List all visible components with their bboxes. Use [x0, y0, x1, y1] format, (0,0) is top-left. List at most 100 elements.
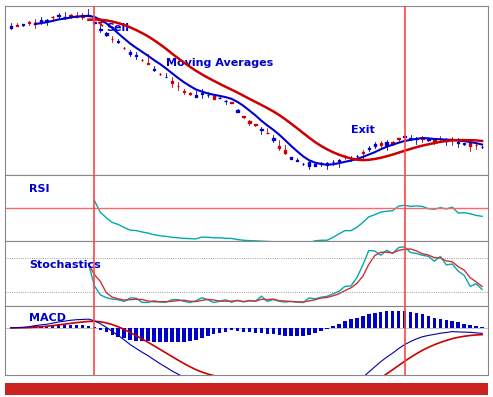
- Bar: [200, 328, 204, 337]
- Bar: [308, 162, 310, 166]
- Bar: [289, 328, 293, 336]
- Bar: [349, 320, 352, 328]
- Bar: [361, 316, 365, 328]
- Bar: [439, 319, 442, 328]
- Bar: [93, 22, 96, 23]
- Bar: [243, 116, 245, 118]
- Bar: [391, 143, 394, 144]
- Bar: [320, 163, 322, 164]
- Bar: [295, 328, 299, 336]
- Bar: [326, 164, 328, 165]
- Bar: [480, 327, 484, 328]
- Bar: [218, 328, 221, 333]
- Bar: [367, 314, 371, 328]
- Bar: [284, 150, 286, 153]
- Bar: [391, 311, 394, 328]
- Bar: [33, 326, 36, 328]
- Text: Exit: Exit: [351, 125, 375, 135]
- Text: Moving Averages: Moving Averages: [166, 58, 273, 68]
- Bar: [397, 311, 400, 328]
- Bar: [146, 328, 150, 341]
- Bar: [445, 140, 448, 141]
- Bar: [188, 328, 192, 341]
- Bar: [272, 328, 275, 334]
- Bar: [81, 15, 84, 17]
- Bar: [409, 312, 412, 328]
- Bar: [403, 311, 406, 328]
- Text: MACD: MACD: [29, 313, 66, 323]
- Bar: [272, 138, 275, 141]
- Bar: [194, 328, 198, 339]
- Bar: [224, 328, 227, 331]
- Bar: [27, 327, 31, 328]
- Bar: [457, 142, 459, 143]
- Bar: [236, 328, 239, 331]
- Bar: [189, 93, 191, 94]
- Bar: [195, 95, 197, 96]
- Bar: [16, 25, 18, 26]
- Bar: [385, 311, 388, 328]
- Bar: [236, 110, 239, 112]
- Bar: [10, 26, 12, 28]
- Bar: [463, 143, 465, 144]
- Bar: [343, 321, 347, 328]
- Bar: [135, 328, 138, 341]
- Bar: [307, 328, 311, 335]
- Bar: [128, 328, 132, 340]
- Bar: [296, 160, 298, 161]
- Bar: [379, 312, 383, 328]
- Bar: [260, 129, 263, 130]
- Bar: [469, 143, 471, 146]
- Bar: [254, 328, 257, 333]
- Bar: [230, 328, 233, 330]
- Bar: [380, 143, 382, 145]
- Bar: [206, 328, 210, 336]
- Bar: [474, 326, 478, 328]
- Bar: [81, 325, 84, 328]
- Bar: [230, 102, 233, 103]
- Bar: [176, 328, 179, 342]
- Bar: [468, 325, 472, 328]
- Bar: [75, 325, 78, 328]
- Bar: [451, 139, 454, 140]
- Bar: [116, 328, 120, 337]
- Bar: [457, 322, 460, 328]
- Bar: [368, 148, 370, 149]
- Bar: [319, 328, 323, 331]
- Bar: [374, 144, 376, 146]
- Bar: [158, 328, 162, 342]
- Bar: [247, 328, 251, 332]
- Bar: [105, 328, 108, 332]
- Bar: [451, 321, 454, 328]
- Bar: [45, 326, 48, 328]
- Bar: [39, 326, 42, 328]
- Bar: [432, 318, 436, 328]
- Bar: [331, 326, 335, 328]
- Bar: [338, 160, 340, 161]
- Bar: [260, 328, 263, 333]
- Bar: [110, 328, 114, 335]
- Bar: [362, 152, 364, 153]
- Bar: [290, 157, 292, 159]
- Bar: [117, 41, 119, 42]
- Bar: [75, 15, 78, 17]
- Bar: [87, 15, 90, 16]
- Bar: [57, 325, 61, 328]
- Bar: [278, 328, 281, 335]
- Bar: [63, 325, 67, 328]
- Bar: [105, 33, 107, 35]
- Bar: [314, 164, 317, 166]
- Bar: [171, 81, 173, 83]
- Bar: [421, 314, 424, 328]
- Bar: [344, 156, 346, 157]
- Bar: [278, 146, 281, 148]
- Bar: [301, 328, 305, 336]
- Bar: [182, 328, 186, 341]
- Bar: [462, 324, 466, 328]
- Bar: [415, 313, 418, 328]
- Bar: [283, 328, 287, 335]
- Bar: [164, 328, 168, 342]
- Bar: [39, 20, 42, 21]
- Text: Stochastics: Stochastics: [29, 260, 101, 270]
- Bar: [201, 93, 203, 94]
